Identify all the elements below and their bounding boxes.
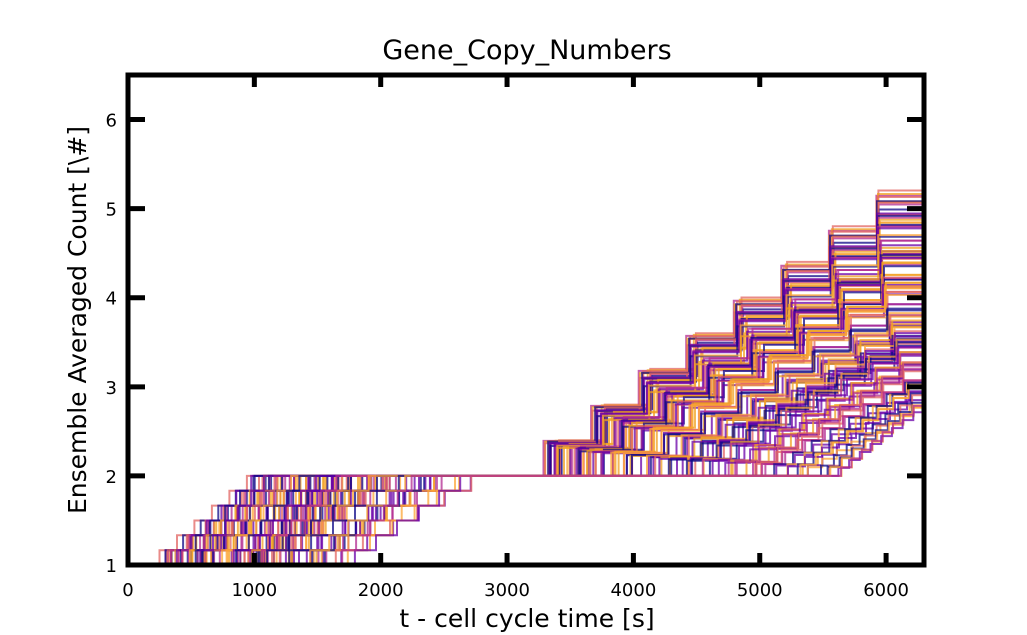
- ensemble-trace: [128, 382, 924, 565]
- x-axis-label: t - cell cycle time [s]: [399, 604, 654, 633]
- ensemble-trace: [128, 248, 924, 565]
- x-axis-ticks: 0 1000 2000 3000 4000 5000 6000: [122, 75, 909, 601]
- x-tick-label: 5000: [737, 580, 783, 601]
- ensemble-trace: [128, 251, 924, 565]
- x-tick-label: 6000: [863, 580, 909, 601]
- ensemble-trace: [128, 397, 924, 565]
- ensemble-trace: [128, 261, 924, 565]
- x-tick-label: 1000: [231, 580, 277, 601]
- y-tick-label: 2: [106, 467, 117, 488]
- y-tick-label: 5: [106, 200, 117, 221]
- ensemble-trace: [128, 338, 924, 565]
- y-axis-ticks: 1 2 3 4 5 6: [106, 111, 924, 577]
- x-tick-label: 4000: [610, 580, 656, 601]
- ensemble-trace: [128, 374, 924, 565]
- ensemble-trace: [128, 351, 924, 565]
- ensemble-trace: [128, 396, 924, 565]
- x-tick-label: 2000: [358, 580, 404, 601]
- ensemble-trace: [128, 367, 924, 565]
- ensemble-trace: [128, 347, 924, 565]
- y-tick-label: 4: [106, 289, 117, 310]
- y-tick-label: 1: [106, 556, 117, 577]
- trace-lines: [128, 153, 924, 565]
- ensemble-trace: [128, 286, 924, 565]
- x-tick-label: 0: [122, 580, 133, 601]
- ensemble-trace: [128, 330, 924, 565]
- plot-frame: [125, 72, 927, 568]
- ensemble-trace: [128, 270, 924, 565]
- ensemble-trace: [128, 370, 924, 565]
- ensemble-trace: [128, 329, 924, 565]
- y-tick-label: 3: [106, 378, 117, 399]
- ensemble-trace: [128, 338, 924, 565]
- y-axis-label: Ensemble Averaged Count [\#]: [63, 126, 92, 514]
- ensemble-trace: [128, 320, 924, 565]
- ensemble-trace: [128, 318, 924, 565]
- ensemble-trace: [128, 294, 924, 565]
- ensemble-trace: [128, 395, 924, 565]
- ensemble-trace: [128, 367, 924, 565]
- ensemble-trace: [128, 355, 924, 565]
- x-tick-label: 3000: [484, 580, 530, 601]
- y-tick-label: 6: [106, 111, 117, 132]
- chart-title: Gene_Copy_Numbers: [382, 35, 671, 66]
